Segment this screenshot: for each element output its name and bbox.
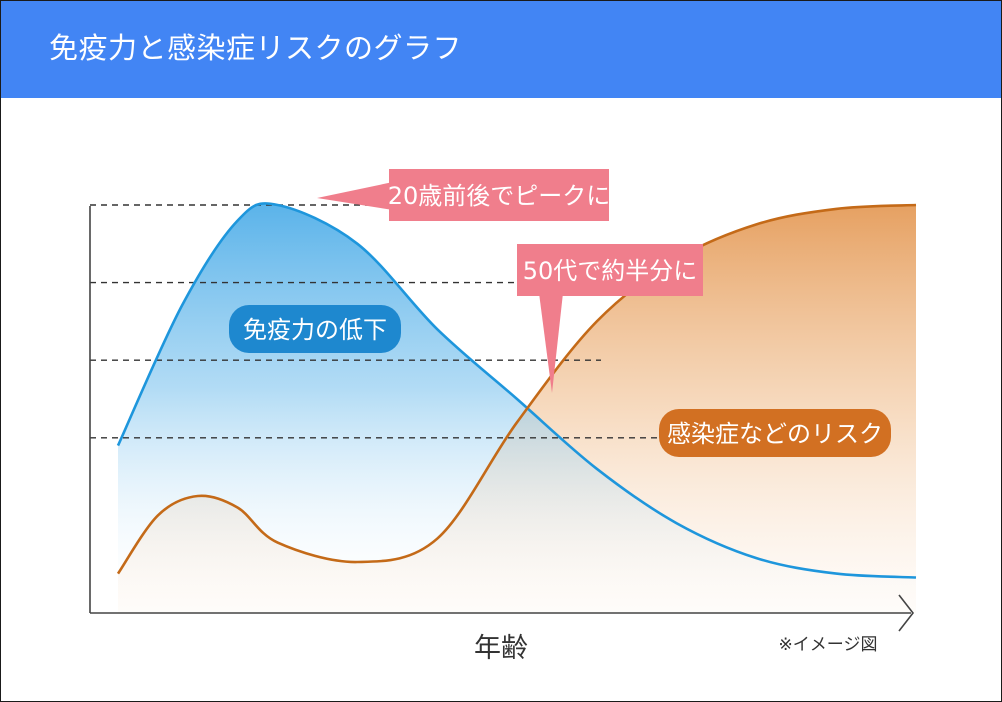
callout-half-box bbox=[517, 244, 703, 296]
series-label-immunity-text: 免疫力の低下 bbox=[243, 316, 387, 344]
title-bar: 免疫力と感染症リスクのグラフ bbox=[1, 1, 1001, 98]
callout-peak-box bbox=[389, 169, 609, 221]
image-note: ※イメージ図 bbox=[779, 635, 878, 655]
series-label-risk: 感染症などのリスク bbox=[659, 409, 891, 457]
callout-half-pointer bbox=[539, 293, 563, 393]
series-label-risk-text: 感染症などのリスク bbox=[667, 420, 883, 448]
immunity-line bbox=[116, 202, 917, 579]
x-axis-label: 年齢 bbox=[474, 633, 528, 664]
callout-peak-pointer bbox=[317, 182, 393, 210]
series-label-immunity-pill bbox=[229, 305, 401, 353]
callout-half: 50代で約半分に bbox=[517, 244, 703, 393]
callout-peak: 20歳前後でピークに bbox=[317, 169, 610, 221]
series-label-risk-pill bbox=[659, 409, 891, 457]
series-label-immunity: 免疫力の低下 bbox=[229, 305, 401, 353]
immunity-risk-chart: 年齢 ※イメージ図 20歳前後でピークに 50代で約半分に 免疫力の低下 感染症… bbox=[89, 169, 917, 664]
x-axis-arrow bbox=[898, 594, 915, 632]
callout-half-text: 50代で約半分に bbox=[523, 257, 698, 285]
page-title: 免疫力と感染症リスクのグラフ bbox=[49, 31, 463, 65]
callout-peak-text: 20歳前後でピークに bbox=[388, 182, 611, 210]
risk-line bbox=[116, 203, 917, 575]
risk-area bbox=[118, 205, 916, 613]
